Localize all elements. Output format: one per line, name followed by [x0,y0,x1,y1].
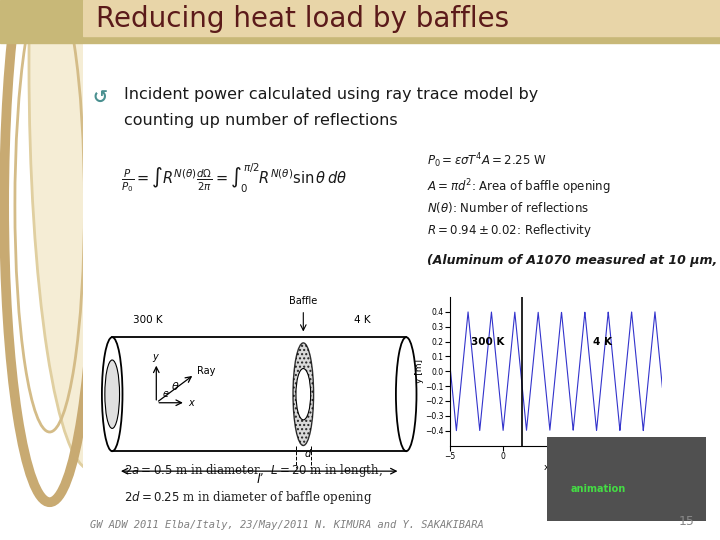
Text: $A = \pi d^2$: Area of baffle opening: $A = \pi d^2$: Area of baffle opening [427,177,611,197]
Ellipse shape [296,368,310,420]
Text: GW ADW 2011 Elba/Italy, 23/May/2011 N. KIMURA and Y. SAKAKIBARA: GW ADW 2011 Elba/Italy, 23/May/2011 N. K… [90,520,484,530]
Text: Baffle: Baffle [289,296,318,306]
Text: $N(\theta)$: Number of reflections: $N(\theta)$: Number of reflections [427,200,589,215]
Bar [0,0,720,43]
Ellipse shape [293,343,314,445]
Ellipse shape [105,360,120,428]
Text: Reducing heat load by baffles: Reducing heat load by baffles [96,5,508,33]
Text: Ray: Ray [197,366,216,376]
Text: 300 K: 300 K [132,315,162,325]
Text: 15: 15 [679,515,695,528]
Circle shape [29,0,153,470]
Text: $2a = 0.5$ m in diameter,  $L = 20$ m in length,: $2a = 0.5$ m in diameter, $L = 20$ m in … [125,462,383,478]
Text: animation: animation [571,484,626,494]
Text: (Aluminum of A1070 measured at 10 μm, 100 K): (Aluminum of A1070 measured at 10 μm, 10… [427,254,720,267]
Text: counting up number of reflections: counting up number of reflections [125,113,398,129]
Text: $P_0 = \epsilon\sigma T^4 A = 2.25\ \mathrm{W}$: $P_0 = \epsilon\sigma T^4 A = 2.25\ \mat… [427,151,546,170]
Text: x: x [189,397,194,408]
Y-axis label: y [m]: y [m] [415,359,424,383]
Text: e: e [162,389,168,399]
Bar [83,0,720,36]
Text: 300 K: 300 K [472,336,505,347]
Text: 4 K: 4 K [354,315,370,325]
Text: ↺: ↺ [92,89,107,107]
Text: y: y [152,352,158,362]
Text: 4 K: 4 K [593,336,613,347]
Text: $l$: $l$ [256,471,262,485]
Text: d: d [305,449,311,459]
Text: $\frac{P}{P_0} = \int R^{N(\theta)}\frac{d\Omega}{2\pi} = \int_0^{\pi/2} R^{N(\t: $\frac{P}{P_0} = \int R^{N(\theta)}\frac… [121,162,347,195]
X-axis label: x [m]: x [m] [544,462,568,471]
Text: $\theta$: $\theta$ [171,380,179,392]
Text: $2d = 0.25$ m in diameter of baffle opening: $2d = 0.25$ m in diameter of baffle open… [125,489,373,505]
Text: $R = 0.94 \pm 0.02$: Reflectivity: $R = 0.94 \pm 0.02$: Reflectivity [427,222,592,239]
Text: Incident power calculated using ray trace model by: Incident power calculated using ray trac… [125,87,539,103]
